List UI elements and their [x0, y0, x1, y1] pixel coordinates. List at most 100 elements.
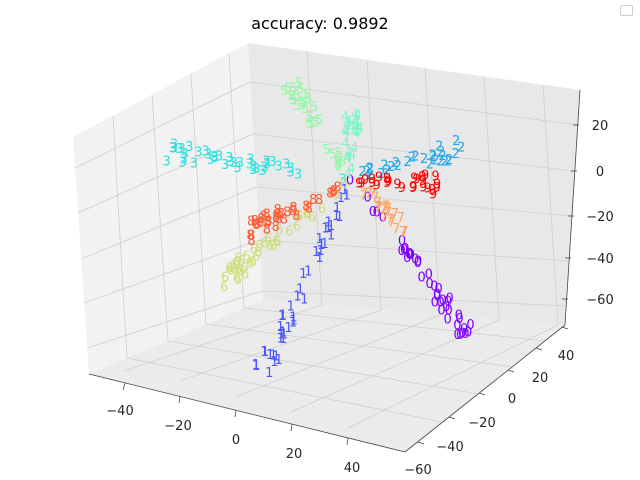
- digit-1-point: 1: [289, 316, 297, 331]
- tick-mark: [122, 382, 126, 391]
- digit-5-point: 5: [329, 148, 337, 163]
- digit-6-point: 6: [340, 177, 348, 192]
- digit-3-point: 3: [236, 156, 244, 171]
- digit-6-point: 6: [285, 225, 293, 240]
- digit-6-point: 6: [237, 254, 245, 269]
- digit-3-point: 3: [194, 146, 202, 161]
- digit-4-point: 4: [353, 127, 361, 142]
- digit-4-point: 4: [344, 167, 352, 182]
- digit-4-point: 4: [347, 162, 355, 177]
- digit-6-point: 6: [246, 256, 254, 271]
- digit-1-point: 1: [289, 313, 297, 328]
- digit-7-point: 7: [388, 213, 396, 228]
- digit-1-point: 1: [300, 293, 308, 308]
- digit-3-point: 3: [190, 157, 198, 172]
- digit-3-point: 3: [169, 141, 177, 156]
- digit-3-point: 3: [263, 157, 271, 172]
- grid-line: [235, 314, 441, 398]
- digit-1-point: 1: [321, 237, 329, 252]
- digit-1-point: 1: [275, 353, 283, 368]
- digit-8-point: 8: [257, 212, 265, 227]
- digit-0-point: 0: [407, 248, 415, 263]
- digit-1-point: 1: [252, 359, 260, 374]
- digit-1-point: 1: [316, 244, 324, 259]
- digit-1-point: 1: [261, 345, 269, 360]
- digit-5-point: 5: [294, 99, 302, 114]
- x-tick-label: −20: [164, 419, 191, 434]
- y-tick-label: −40: [436, 440, 463, 455]
- digit-9-point: 9: [431, 170, 439, 185]
- digit-5-point: 5: [284, 81, 292, 96]
- digit-9-point: 9: [368, 173, 376, 188]
- digit-3-point: 3: [204, 148, 212, 163]
- digit-3-point: 3: [282, 157, 290, 172]
- digit-6-point: 6: [249, 255, 257, 270]
- digit-8-point: 8: [256, 216, 264, 231]
- grid-line: [167, 340, 479, 395]
- digit-3-point: 3: [249, 163, 257, 178]
- digit-8-point: 8: [271, 220, 279, 235]
- digit-0-point: 0: [364, 190, 372, 205]
- grid-line: [249, 81, 579, 126]
- digit-3-point: 3: [185, 140, 193, 155]
- digit-5-point: 5: [310, 100, 318, 115]
- digit-8-point: 8: [305, 202, 313, 217]
- digit-0-point: 0: [460, 322, 468, 337]
- digit-5-point: 5: [289, 94, 297, 109]
- digit-8-point: 8: [315, 193, 323, 208]
- digit-5-point: 5: [281, 84, 289, 99]
- digit-6-point: 6: [225, 261, 233, 276]
- digit-6-point: 6: [234, 263, 242, 278]
- grid-line: [483, 75, 500, 321]
- digit-1-point: 1: [327, 219, 335, 234]
- digit-2-point: 2: [408, 150, 416, 165]
- digit-8-point: 8: [330, 184, 338, 199]
- digit-4-point: 4: [348, 148, 356, 163]
- digit-1-point: 1: [279, 326, 287, 341]
- digit-8-point: 8: [274, 203, 282, 218]
- digit-9-point: 9: [393, 178, 401, 193]
- y-axis-line: [404, 324, 566, 453]
- digit-5-point: 5: [303, 88, 311, 103]
- digit-0-point: 0: [436, 295, 444, 310]
- digit-8-point: 8: [283, 205, 291, 220]
- grid-line: [179, 309, 382, 382]
- digit-2-point: 2: [387, 160, 395, 175]
- digit-3-point: 3: [245, 157, 253, 172]
- digit-8-point: 8: [247, 215, 255, 230]
- grid-line: [190, 73, 207, 325]
- digit-3-point: 3: [202, 145, 210, 160]
- digit-6-point: 6: [264, 232, 272, 247]
- digit-5-point: 5: [312, 115, 320, 130]
- digit-7-point: 7: [391, 207, 399, 222]
- digit-1-point: 1: [272, 350, 280, 365]
- digit-0-point: 0: [464, 325, 472, 340]
- grid-line: [83, 239, 260, 304]
- digit-2-point: 2: [429, 148, 437, 163]
- digit-6-point: 6: [220, 280, 228, 295]
- digit-9-point: 9: [421, 169, 429, 184]
- digit-8-point: 8: [289, 201, 297, 216]
- grid-line: [123, 304, 323, 372]
- x-tick-label: −40: [106, 404, 133, 419]
- grid-line: [347, 324, 559, 429]
- digit-5-point: 5: [323, 143, 331, 158]
- digit-2-point: 2: [365, 163, 373, 178]
- digit-8-point: 8: [262, 207, 270, 222]
- digit-6-point: 6: [250, 243, 258, 258]
- digit-3-point: 3: [249, 160, 257, 175]
- digit-6-point: 6: [303, 206, 311, 221]
- digit-9-point: 9: [410, 171, 418, 186]
- digit-9-point: 9: [433, 178, 441, 193]
- digit-7-point: 7: [380, 201, 388, 216]
- tick-mark: [417, 441, 425, 445]
- digit-1-point: 1: [340, 183, 348, 198]
- digit-4-point: 4: [352, 116, 360, 131]
- gridlines: [74, 50, 579, 429]
- z-tick-labels: 20 0 −20 −40 −60: [586, 119, 613, 308]
- digit-3-point: 3: [177, 142, 185, 157]
- digit-2-point: 2: [436, 155, 444, 170]
- digit-5-point: 5: [295, 76, 303, 91]
- digit-3-point: 3: [339, 173, 347, 188]
- digit-1-point: 1: [316, 232, 324, 247]
